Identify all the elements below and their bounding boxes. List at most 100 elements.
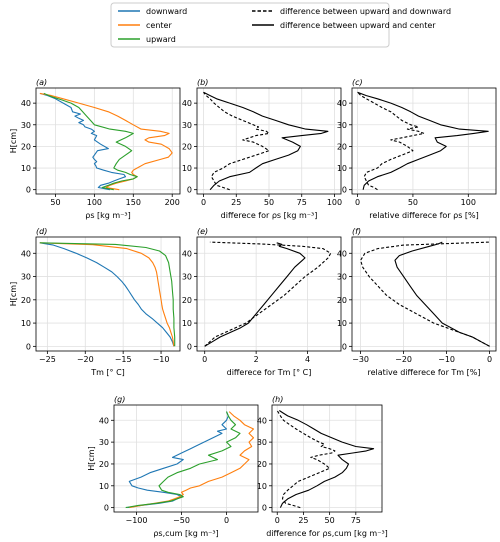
series-line-center <box>39 242 175 347</box>
axes-frame <box>35 236 181 352</box>
x-tick-label: −25 <box>39 355 56 364</box>
x-tick-label: 0 <box>201 198 206 207</box>
series-line-downward <box>127 411 229 509</box>
x-tick-label: 100 <box>327 198 342 207</box>
x-tick-label: 50 <box>408 198 418 207</box>
x-tick-label: −10 <box>153 355 170 364</box>
x-axis-label: differece for ρs [kg m⁻³] <box>221 211 318 220</box>
legend-label: difference between upward and downward <box>280 7 451 16</box>
x-axis-label: Tm [° C] <box>90 368 125 377</box>
legend-label: center <box>146 21 172 30</box>
series-line-1 <box>357 91 489 190</box>
series-line-0 <box>204 241 332 347</box>
y-tick-label: 10 <box>21 164 31 173</box>
series-line-0 <box>360 241 490 347</box>
x-axis-label: ρs [kg m⁻³] <box>85 211 131 220</box>
x-tick-label: 0 <box>487 355 492 364</box>
legend-label: difference between upward and center <box>280 21 436 30</box>
y-tick-label: 40 <box>257 416 267 425</box>
y-tick-label: 10 <box>337 319 347 328</box>
series-line-downward <box>39 242 175 347</box>
y-tick-label: 0 <box>104 504 109 513</box>
y-tick-label: 40 <box>21 249 31 258</box>
x-axis-label: relative differece for ρs [%] <box>369 211 479 220</box>
panel-h: 0 25 50 75 0 10 20 30 40 (h) difference for ρs,cum… <box>257 395 388 538</box>
axes-frame <box>351 87 497 195</box>
series-line-0 <box>276 410 336 509</box>
y-tick-label: 30 <box>257 438 267 447</box>
y-tick-label: 20 <box>337 296 347 305</box>
y-tick-label: 40 <box>182 99 192 108</box>
x-tick-label: 75 <box>351 516 361 525</box>
panel-f: −30 −20 −10 0 0 10 20 30 40 (f) relative differece… <box>337 227 497 377</box>
y-axis-label: H[cm] <box>9 282 18 306</box>
panel-g: −100 −50 0 0 10 20 30 40 (g) ρs,cum [kg m⁻³] H[cm] <box>87 395 259 538</box>
x-tick-label: 25 <box>231 198 241 207</box>
y-tick-label: 20 <box>182 142 192 151</box>
panel-d: −25 −20 −15 −10 0 10 20 30 40 (d) Tm [° C] H[cm] <box>9 227 181 377</box>
y-tick-label: 20 <box>21 142 31 151</box>
panel-c: 0 50 100 0 10 20 30 40 (c) relative differece for… <box>337 78 497 220</box>
y-tick-label: 30 <box>182 121 192 130</box>
y-tick-label: 30 <box>182 273 192 282</box>
x-tick-label: 2 <box>254 355 259 364</box>
y-axis-label: H[cm] <box>87 446 96 470</box>
series-line-0 <box>357 91 425 191</box>
y-tick-label: 10 <box>182 164 192 173</box>
x-tick-label: 200 <box>165 198 180 207</box>
x-tick-label: 75 <box>297 198 307 207</box>
y-tick-label: 0 <box>187 186 192 195</box>
y-tick-label: 0 <box>26 342 31 351</box>
y-tick-label: 30 <box>337 273 347 282</box>
series-line-center <box>39 92 173 191</box>
y-tick-label: 20 <box>21 296 31 305</box>
x-tick-label: 100 <box>87 198 102 207</box>
x-tick-label: −30 <box>352 355 369 364</box>
series-line-1 <box>278 410 375 508</box>
series-line-downward <box>39 92 127 191</box>
series-line-1 <box>394 241 490 347</box>
panel-title: (c) <box>352 78 363 87</box>
y-tick-label: 30 <box>21 273 31 282</box>
x-axis-label: difference for ρs,cum [kg m⁻³] <box>266 529 388 538</box>
series-line-1 <box>203 91 329 191</box>
y-tick-label: 10 <box>337 164 347 173</box>
panel-title: (e) <box>197 227 208 236</box>
x-tick-label: 0 <box>355 198 360 207</box>
x-tick-label: 0 <box>202 355 207 364</box>
y-tick-label: 20 <box>99 460 109 469</box>
series-line-0 <box>203 91 270 191</box>
legend-label: downward <box>146 7 187 16</box>
legend: downward center upward difference between u… <box>110 2 451 48</box>
axes-frame <box>271 404 383 513</box>
y-tick-label: 40 <box>182 249 192 258</box>
axes-frame <box>351 236 497 352</box>
x-tick-label: 100 <box>461 198 476 207</box>
y-tick-label: 0 <box>26 186 31 195</box>
y-tick-label: 40 <box>21 99 31 108</box>
panel-title: (b) <box>197 78 208 87</box>
x-tick-label: 0 <box>224 516 229 525</box>
x-tick-label: 0 <box>275 516 280 525</box>
x-tick-label: 25 <box>298 516 308 525</box>
y-tick-label: 0 <box>342 186 347 195</box>
series-line-1 <box>204 242 306 347</box>
y-tick-label: 30 <box>337 121 347 130</box>
series-line-center <box>129 411 255 509</box>
x-tick-label: −10 <box>438 355 455 364</box>
x-axis-label: relative differece for Tm [%] <box>368 368 481 377</box>
y-tick-label: 30 <box>21 121 31 130</box>
y-tick-label: 20 <box>182 296 192 305</box>
y-tick-label: 0 <box>342 342 347 351</box>
y-tick-label: 30 <box>99 438 109 447</box>
legend-label: upward <box>146 35 176 44</box>
x-tick-label: −15 <box>115 355 132 364</box>
y-axis-label: H[cm] <box>9 129 18 153</box>
x-tick-label: 50 <box>325 516 335 525</box>
y-tick-label: 0 <box>262 504 267 513</box>
panel-title: (h) <box>272 395 283 404</box>
x-tick-label: −20 <box>395 355 412 364</box>
